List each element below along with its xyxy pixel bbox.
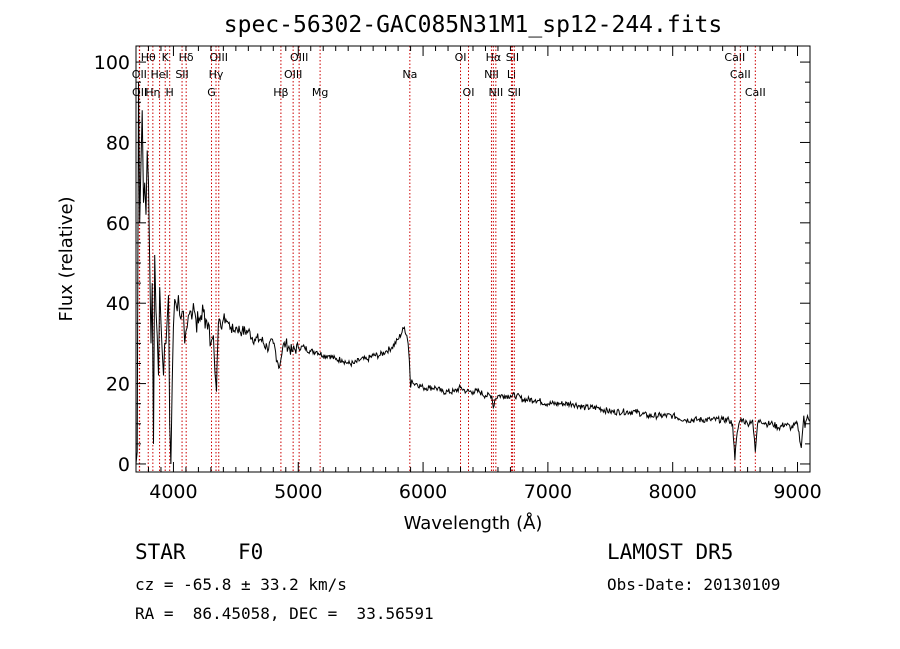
line-marker-label: SII [508,86,521,99]
y-axis-label: Flux (relative) [56,196,77,321]
object-class: STAR [135,540,186,564]
line-marker-label: Li [507,68,516,81]
survey-name: LAMOST DR5 [607,540,734,564]
line-marker-label: CaII [730,68,751,81]
line-marker-label: Hγ [209,68,224,81]
line-marker-label: NII [484,68,499,81]
line-marker-label: K [162,51,170,64]
chart-title: spec-56302-GAC085N31M1_sp12-244.fits [224,12,723,38]
x-tick-label: 6000 [399,481,447,503]
y-tick-label: 40 [106,293,130,315]
line-marker-label: Hα [486,51,502,64]
line-marker-label: Hβ [273,86,288,99]
x-tick-label: 7000 [524,481,572,503]
spectrum-series-line [135,82,811,465]
coordinates: RA = 86.45058, DEC = 33.56591 [135,604,434,623]
line-marker-label: OIII [284,68,302,81]
line-marker-label: Na [402,68,417,81]
line-marker-label: CaII [745,86,766,99]
line-marker-label: Mg [312,86,328,99]
line-marker-label: OI [455,51,467,64]
line-marker-label: NII [488,86,503,99]
axes: 4000 5000 6000 7000 8000 9000 0 20 40 60 80 100 [94,46,822,503]
x-tick-label: 9000 [773,481,821,503]
subclass: F0 [238,540,264,564]
line-marker-label: Hη [145,86,160,99]
redshift-cz: cz = -65.8 ± 33.2 km/s [135,575,347,594]
line-marker-label: Hθ [141,51,156,64]
line-marker-label: H [166,86,174,99]
obs-date: Obs-Date: 20130109 [607,575,781,594]
y-tick-label: 80 [106,132,130,154]
x-axis-label: Wavelength (Å) [404,512,543,534]
line-marker-label: SII [506,51,519,64]
plot-frame [135,45,811,473]
line-marker-label: CaII [724,51,745,64]
line-marker-label: OIII [290,51,308,64]
line-marker-label: HeI [150,68,168,81]
x-tick-label: 4000 [149,481,197,503]
y-tick-label: 20 [106,374,130,396]
series-layer [135,82,811,465]
line-marker-label: OI [463,86,475,99]
line-marker-label: Hδ [179,51,194,64]
line-marker-label: SII [175,68,188,81]
y-tick-label: 100 [94,52,130,74]
x-tick-label: 5000 [274,481,322,503]
y-tick-label: 60 [106,213,130,235]
line-marker-label: G [207,86,216,99]
line-marker-label: OIII [210,51,228,64]
x-tick-label: 8000 [649,481,697,503]
y-tick-label: 0 [118,454,130,476]
